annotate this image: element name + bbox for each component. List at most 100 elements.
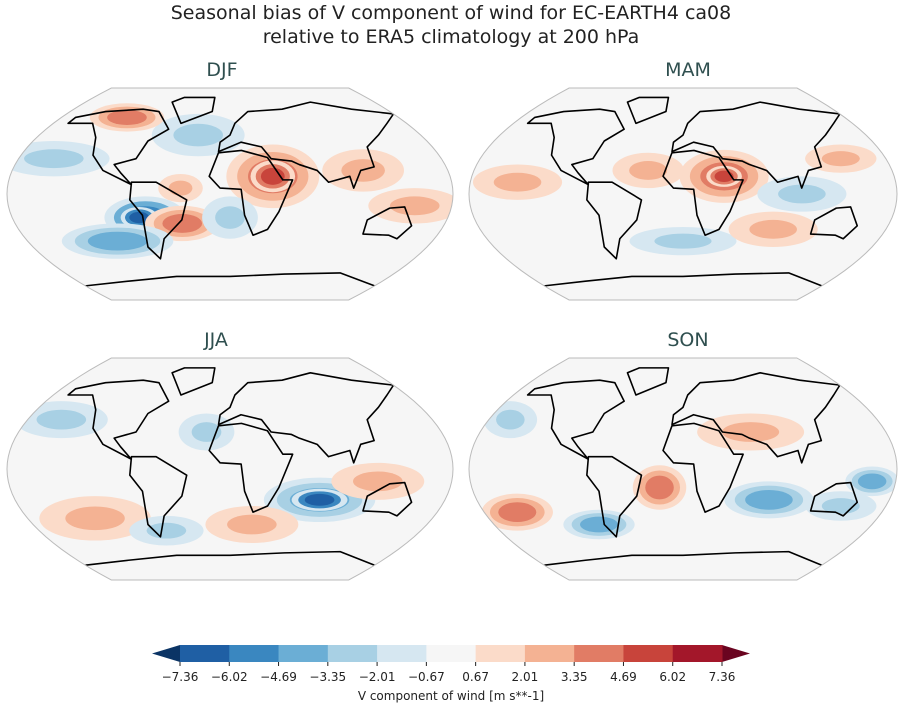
colorbar-segment: [180, 645, 230, 662]
figure-title-line2: relative to ERA5 climatology at 200 hPa: [262, 26, 640, 48]
colorbar-tick-label: 2.01: [511, 670, 539, 684]
map-border: [468, 87, 898, 301]
colorbar-segment: [623, 645, 674, 662]
anomaly-contour: [146, 522, 187, 539]
map-panel-mam: [468, 87, 898, 301]
colorbar-segment: [475, 645, 526, 662]
coastline-australia: [362, 206, 413, 240]
anomaly-contour: [745, 489, 793, 510]
panel-title-djf: DJF: [206, 59, 238, 81]
anomaly-contour: [629, 161, 668, 180]
anomaly-contour: [353, 471, 403, 492]
coastline-australia: [362, 481, 413, 517]
colorbar-segment: [574, 645, 624, 662]
coastline-australia: [809, 206, 859, 240]
map-border: [6, 87, 454, 301]
panel-title-son: SON: [667, 329, 709, 351]
anomaly-contour: [87, 231, 148, 251]
colorbar-tick-label: −2.01: [358, 670, 396, 684]
anomaly-contour: [24, 149, 84, 169]
anomaly-contour: [173, 123, 223, 147]
colorbar-segment: [278, 645, 329, 662]
coastline-eurasia: [671, 101, 841, 189]
anomaly-contour: [65, 506, 125, 531]
coastline-greenland: [171, 367, 216, 396]
anomaly-contour: [778, 184, 826, 204]
anomaly-contour: [654, 233, 712, 249]
colorbar-segment: [229, 645, 280, 662]
coastline-eurasia: [217, 372, 395, 464]
colorbar-label: V component of wind [m s**-1]: [357, 689, 545, 703]
colorbar: [152, 645, 750, 666]
anomaly-contour: [389, 196, 440, 216]
anomaly-contour: [260, 167, 285, 185]
colorbar-segment: [426, 645, 477, 662]
coastline-antarctica: [85, 550, 375, 566]
anomaly-contour: [498, 502, 537, 523]
coastline-antarctica: [544, 272, 823, 287]
anomaly-contour: [493, 172, 542, 192]
anomaly-contour: [722, 422, 780, 442]
colorbar-tick-label: −3.35: [309, 670, 347, 684]
colorbar-tick-label: 0.67: [462, 670, 489, 684]
coastline-africa: [208, 149, 294, 237]
map-border: [6, 357, 454, 581]
coastline-australia: [809, 481, 859, 517]
colorbar-segment: [377, 645, 427, 662]
anomaly-contour: [129, 211, 150, 224]
map-panel-jja: [6, 357, 454, 581]
anomaly-contour: [579, 516, 619, 533]
colorbar-segment: [524, 645, 575, 662]
map-background: [469, 358, 897, 580]
map-panel-djf: [6, 87, 454, 301]
colorbar-extend-min: [152, 645, 180, 662]
coastline-south-america: [586, 181, 643, 260]
coastline-eurasia: [217, 101, 395, 189]
anomaly-contour: [168, 180, 193, 196]
coastline-north-america: [526, 108, 625, 186]
anomaly-contour: [162, 214, 203, 233]
coastline-antarctica: [85, 272, 375, 287]
anomaly-contour: [304, 493, 335, 506]
coastline-africa: [662, 422, 744, 513]
colorbar-tick-label: −4.69: [260, 670, 297, 684]
coastline-north-america: [67, 108, 170, 186]
colorbar-tick-label: 7.36: [708, 670, 736, 684]
coastline-africa: [208, 422, 294, 513]
anomaly-contour: [645, 475, 674, 500]
coastline-greenland: [626, 367, 670, 396]
anomaly-contour: [821, 151, 860, 167]
coastline-eurasia: [671, 372, 841, 464]
panel-title-mam: MAM: [665, 59, 711, 81]
coastline-africa: [662, 149, 744, 237]
coastline-greenland: [171, 96, 216, 125]
colorbar-extend-max: [722, 645, 750, 662]
coastline-north-america: [526, 379, 625, 460]
colorbar-segment: [672, 645, 723, 662]
anomaly-contour: [215, 206, 245, 229]
colorbar-tick-label: −7.36: [161, 670, 199, 684]
anomaly-contour: [227, 514, 277, 535]
map-border: [468, 357, 898, 581]
map-panel-son: [468, 357, 898, 581]
coastline-antarctica: [544, 550, 823, 566]
coastline-north-america: [67, 379, 170, 460]
anomaly-contour: [107, 109, 147, 125]
coastline-south-america: [128, 181, 188, 260]
panel-title-jja: JJA: [204, 329, 228, 351]
coastline-south-america: [128, 455, 188, 538]
anomaly-contour: [36, 409, 87, 430]
colorbar-tick-label: −0.67: [407, 670, 445, 684]
colorbar-segment: [327, 645, 378, 662]
coastline-greenland: [626, 96, 670, 125]
figure-title-line1: Seasonal bias of V component of wind for…: [170, 2, 732, 24]
anomaly-contour: [749, 219, 797, 239]
colorbar-tick-label: −6.02: [210, 670, 248, 684]
colorbar-tick-label: 4.69: [610, 670, 637, 684]
anomaly-contour: [496, 409, 525, 430]
colorbar-tick-label: 3.35: [560, 670, 588, 684]
map-background: [469, 88, 897, 300]
coastline-south-america: [586, 455, 643, 538]
anomaly-contour: [857, 473, 887, 490]
